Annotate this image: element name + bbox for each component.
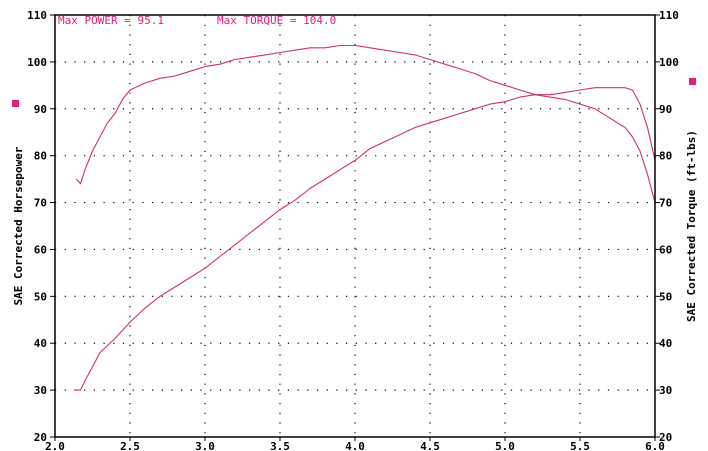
right-tick-label-60: 60 <box>659 243 672 256</box>
right-tick-label-50: 50 <box>659 290 672 303</box>
grid <box>55 15 655 437</box>
x-tick-label-5.5: 5.5 <box>570 440 590 451</box>
right-tick-label-100: 100 <box>659 56 679 69</box>
horsepower-curve <box>76 87 656 391</box>
left-tick-label-70: 70 <box>34 197 47 210</box>
x-tick-label-2.0: 2.0 <box>45 440 65 451</box>
left-y-axis: 20 30 40 50 60 70 80 90 100 110 <box>27 9 55 444</box>
right-tick-label-40: 40 <box>659 337 672 350</box>
x-tick-label-2.5: 2.5 <box>120 440 140 451</box>
right-y-axis: 20 30 40 50 60 70 80 90 100 110 <box>655 9 679 444</box>
right-tick-label-110: 110 <box>659 9 679 22</box>
x-tick-label-4.5: 4.5 <box>420 440 440 451</box>
plot-frame <box>54 14 656 438</box>
right-tick-label-70: 70 <box>659 197 672 210</box>
left-tick-label-30: 30 <box>34 384 47 397</box>
left-tick-label-110: 110 <box>27 9 47 22</box>
max-torque-label: Max TORQUE = 104.0 <box>217 14 336 27</box>
left-legend-marker <box>12 100 19 107</box>
torque-curve <box>75 44 656 203</box>
left-tick-label-100: 100 <box>27 56 47 69</box>
left-tick-label-80: 80 <box>34 150 47 163</box>
right-axis-title: SAE Corrected Torque (ft-lbs) <box>685 130 698 322</box>
right-tick-label-90: 90 <box>659 103 672 116</box>
x-tick-label-3.0: 3.0 <box>195 440 215 451</box>
left-tick-label-90: 90 <box>34 103 47 116</box>
left-tick-label-50: 50 <box>34 290 47 303</box>
max-power-label: Max POWER = 95.1 <box>58 14 164 27</box>
x-tick-label-5.0: 5.0 <box>495 440 515 451</box>
x-tick-label-3.5: 3.5 <box>270 440 290 451</box>
left-tick-label-40: 40 <box>34 337 47 350</box>
right-legend-marker <box>689 78 696 85</box>
x-tick-label-6.0: 6.0 <box>645 440 665 451</box>
left-axis-title: SAE Corrected Horsepower <box>12 146 25 305</box>
x-tick-label-4.0: 4.0 <box>345 440 365 451</box>
right-tick-label-80: 80 <box>659 150 672 163</box>
x-axis: 2.0 2.5 3.0 3.5 4.0 4.5 5.0 5.5 6.0 <box>45 437 665 451</box>
right-tick-label-20: 20 <box>659 431 672 444</box>
series-layer <box>75 44 656 391</box>
right-tick-label-30: 30 <box>659 384 672 397</box>
left-tick-label-20: 20 <box>34 431 47 444</box>
left-tick-label-60: 60 <box>34 243 47 256</box>
